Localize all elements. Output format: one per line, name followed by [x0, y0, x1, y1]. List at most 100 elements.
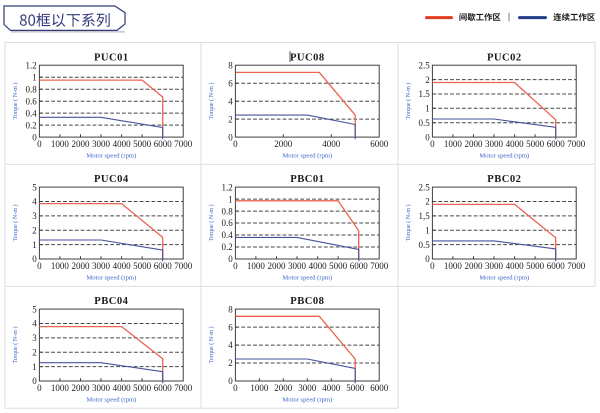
svg-text:PBC04: PBC04	[94, 296, 128, 307]
svg-text:PBC02: PBC02	[487, 174, 521, 185]
svg-text:2000: 2000	[268, 261, 287, 271]
svg-text:7000: 7000	[370, 261, 389, 271]
svg-text:0: 0	[32, 132, 37, 142]
svg-text:5000: 5000	[329, 261, 348, 271]
svg-text:3000: 3000	[92, 383, 111, 393]
svg-text:2.5: 2.5	[419, 60, 431, 70]
svg-text:6: 6	[228, 322, 233, 332]
svg-text:6000: 6000	[154, 383, 173, 393]
svg-text:1000: 1000	[247, 261, 266, 271]
svg-text:5000: 5000	[526, 139, 545, 149]
svg-text:4000: 4000	[309, 261, 328, 271]
svg-text:5000: 5000	[133, 383, 152, 393]
svg-text:5000: 5000	[526, 261, 545, 271]
svg-text:PUC01: PUC01	[94, 52, 129, 63]
svg-text:Motor speed (rpm): Motor speed (rpm)	[86, 153, 136, 160]
svg-text:0: 0	[233, 139, 238, 149]
svg-text:8: 8	[228, 304, 233, 314]
svg-text:1: 1	[425, 104, 430, 114]
svg-text:Motor speed (rpm): Motor speed (rpm)	[282, 275, 332, 282]
svg-text:4000: 4000	[506, 261, 525, 271]
svg-text:0.6: 0.6	[26, 96, 38, 106]
svg-text:3000: 3000	[288, 261, 307, 271]
svg-text:0.8: 0.8	[26, 84, 38, 94]
svg-text:Motor speed (rpm): Motor speed (rpm)	[479, 275, 529, 282]
svg-text:Torque ( N-m ): Torque ( N-m )	[12, 83, 19, 120]
svg-text:1.2: 1.2	[26, 60, 37, 70]
svg-text:Torque ( N-m ): Torque ( N-m )	[208, 205, 215, 242]
svg-text:Torque ( N-m ): Torque ( N-m )	[208, 83, 215, 120]
svg-text:0.5: 0.5	[419, 240, 431, 250]
svg-text:7000: 7000	[174, 383, 193, 393]
svg-text:6000: 6000	[370, 383, 389, 393]
svg-text:2: 2	[228, 114, 233, 124]
svg-text:0: 0	[430, 139, 435, 149]
svg-text:4000: 4000	[506, 139, 525, 149]
svg-text:2000: 2000	[72, 261, 91, 271]
svg-text:4: 4	[228, 96, 233, 106]
svg-text:6000: 6000	[547, 261, 566, 271]
svg-text:1,5: 1,5	[419, 211, 431, 221]
svg-text:Torque ( N-m ): Torque ( N-m )	[405, 205, 412, 242]
svg-text:0: 0	[425, 254, 430, 264]
svg-text:4: 4	[228, 340, 233, 350]
svg-text:2: 2	[32, 347, 37, 357]
svg-text:1: 1	[32, 240, 37, 250]
svg-text:0: 0	[228, 254, 233, 264]
svg-text:6000: 6000	[547, 139, 566, 149]
svg-text:0: 0	[425, 132, 430, 142]
svg-text:0: 0	[37, 139, 42, 149]
svg-text:1000: 1000	[444, 261, 463, 271]
svg-text:1000: 1000	[250, 383, 269, 393]
svg-text:5: 5	[32, 304, 37, 314]
svg-text:7000: 7000	[174, 139, 193, 149]
svg-text:0: 0	[32, 254, 37, 264]
svg-text:PUC02: PUC02	[487, 52, 522, 63]
svg-text:5000: 5000	[346, 383, 365, 393]
svg-text:0: 0	[430, 261, 435, 271]
svg-text:1.2: 1.2	[222, 182, 233, 192]
svg-text:0.4: 0.4	[222, 230, 234, 240]
svg-text:1000: 1000	[51, 139, 70, 149]
svg-text:0: 0	[233, 383, 238, 393]
svg-text:3000: 3000	[298, 383, 317, 393]
svg-text:Motor speed (rpm): Motor speed (rpm)	[86, 397, 136, 404]
svg-text:0.2: 0.2	[222, 242, 233, 252]
svg-text:2: 2	[425, 75, 430, 85]
svg-text:0.4: 0.4	[26, 108, 38, 118]
svg-text:0: 0	[233, 261, 238, 271]
svg-text:7000: 7000	[174, 261, 193, 271]
svg-text:0: 0	[228, 376, 233, 386]
svg-text:4: 4	[32, 319, 37, 329]
svg-text:5000: 5000	[133, 261, 152, 271]
svg-text:2000: 2000	[274, 383, 293, 393]
svg-text:1: 1	[425, 225, 430, 235]
svg-text:8: 8	[228, 60, 233, 70]
svg-text:1000: 1000	[51, 383, 70, 393]
svg-text:2000: 2000	[72, 139, 91, 149]
svg-text:6: 6	[228, 78, 233, 88]
svg-text:2000: 2000	[274, 139, 293, 149]
svg-text:0: 0	[37, 383, 42, 393]
svg-text:4: 4	[32, 197, 37, 207]
svg-text:4000: 4000	[113, 139, 132, 149]
svg-text:Motor speed (rpm): Motor speed (rpm)	[86, 275, 136, 282]
svg-text:Motor speed (rpm): Motor speed (rpm)	[479, 153, 529, 160]
svg-text:5000: 5000	[133, 139, 152, 149]
svg-text:1: 1	[32, 72, 37, 82]
svg-text:3000: 3000	[485, 261, 504, 271]
svg-text:PBC08: PBC08	[290, 296, 324, 307]
svg-text:Torque ( N-m ): Torque ( N-m )	[208, 327, 215, 364]
svg-text:4000: 4000	[113, 261, 132, 271]
svg-text:Torque ( N-m ): Torque ( N-m )	[405, 83, 412, 120]
svg-text:2000: 2000	[465, 139, 484, 149]
svg-text:4000: 4000	[322, 383, 341, 393]
svg-text:3000: 3000	[92, 139, 111, 149]
svg-text:3000: 3000	[485, 139, 504, 149]
svg-text:Motor speed (rpm): Motor speed (rpm)	[282, 153, 332, 160]
svg-text:3: 3	[32, 333, 37, 343]
svg-text:7000: 7000	[567, 139, 586, 149]
svg-text:0.8: 0.8	[222, 206, 234, 216]
svg-text:2: 2	[228, 358, 233, 368]
svg-text:PUC08: PUC08	[290, 52, 325, 63]
